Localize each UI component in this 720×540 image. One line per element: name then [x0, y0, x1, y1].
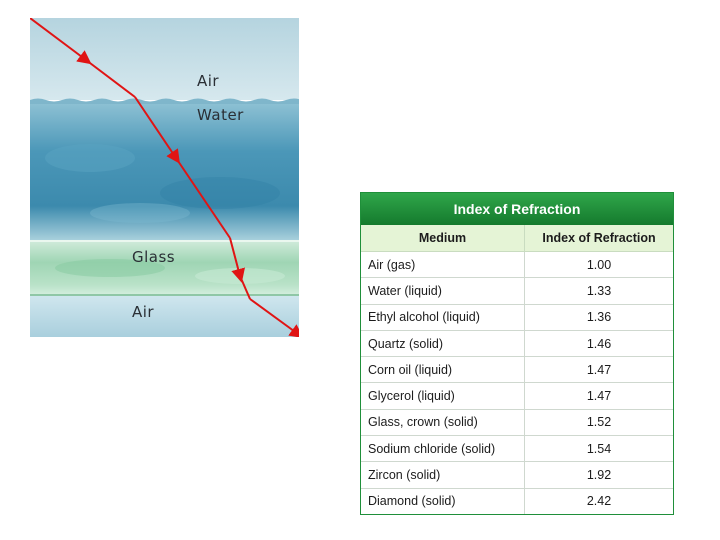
index-cell: 1.46	[524, 329, 673, 357]
water-layer	[30, 104, 299, 240]
medium-cell: Zircon (solid)	[361, 461, 525, 489]
table-row: Diamond (solid) 2.42	[361, 487, 673, 514]
air-layer-top	[30, 18, 299, 100]
refraction-table-card: Index of Refraction Medium Index of Refr…	[360, 192, 674, 515]
table-row: Quartz (solid) 1.46	[361, 329, 673, 357]
index-cell: 1.47	[524, 356, 673, 383]
index-cell: 2.42	[524, 487, 673, 514]
light-ray	[30, 18, 299, 337]
table-header-row: Medium Index of Refraction	[361, 225, 673, 252]
air-layer-bottom	[30, 296, 299, 337]
index-cell: 1.00	[524, 250, 673, 278]
medium-cell: Water (liquid)	[361, 277, 525, 305]
medium-cell: Glass, crown (solid)	[361, 408, 525, 436]
medium-cell: Diamond (solid)	[361, 487, 525, 514]
table-title: Index of Refraction	[361, 193, 673, 225]
air-top-label: Air	[197, 72, 220, 90]
table-row: Water (liquid) 1.33	[361, 277, 673, 305]
medium-cell: Quartz (solid)	[361, 329, 525, 357]
index-cell: 1.52	[524, 408, 673, 436]
medium-cell: Sodium chloride (solid)	[361, 435, 525, 462]
glass-label: Glass	[132, 248, 176, 266]
table-row: Sodium chloride (solid) 1.54	[361, 435, 673, 462]
table-row: Zircon (solid) 1.92	[361, 461, 673, 489]
table-row: Glass, crown (solid) 1.52	[361, 408, 673, 436]
refraction-diagram	[30, 18, 299, 337]
index-column-header: Index of Refraction	[524, 225, 673, 252]
medium-column-header: Medium	[361, 225, 525, 252]
index-cell: 1.36	[524, 303, 673, 331]
water-label: Water	[197, 106, 244, 124]
table-row: Air (gas) 1.00	[361, 250, 673, 278]
air-bottom-label: Air	[132, 303, 155, 321]
index-cell: 1.33	[524, 277, 673, 305]
index-cell: 1.47	[524, 382, 673, 410]
medium-cell: Ethyl alcohol (liquid)	[361, 303, 525, 331]
index-cell: 1.54	[524, 435, 673, 462]
table-row: Corn oil (liquid) 1.47	[361, 356, 673, 383]
table-row: Glycerol (liquid) 1.47	[361, 382, 673, 410]
medium-cell: Glycerol (liquid)	[361, 382, 525, 410]
refraction-table: Medium Index of Refraction Air (gas) 1.0…	[361, 225, 673, 514]
index-cell: 1.92	[524, 461, 673, 489]
medium-cell: Corn oil (liquid)	[361, 356, 525, 383]
table-row: Ethyl alcohol (liquid) 1.36	[361, 303, 673, 331]
medium-cell: Air (gas)	[361, 250, 525, 278]
refraction-illustration: Air Water Glass Air	[30, 18, 299, 337]
